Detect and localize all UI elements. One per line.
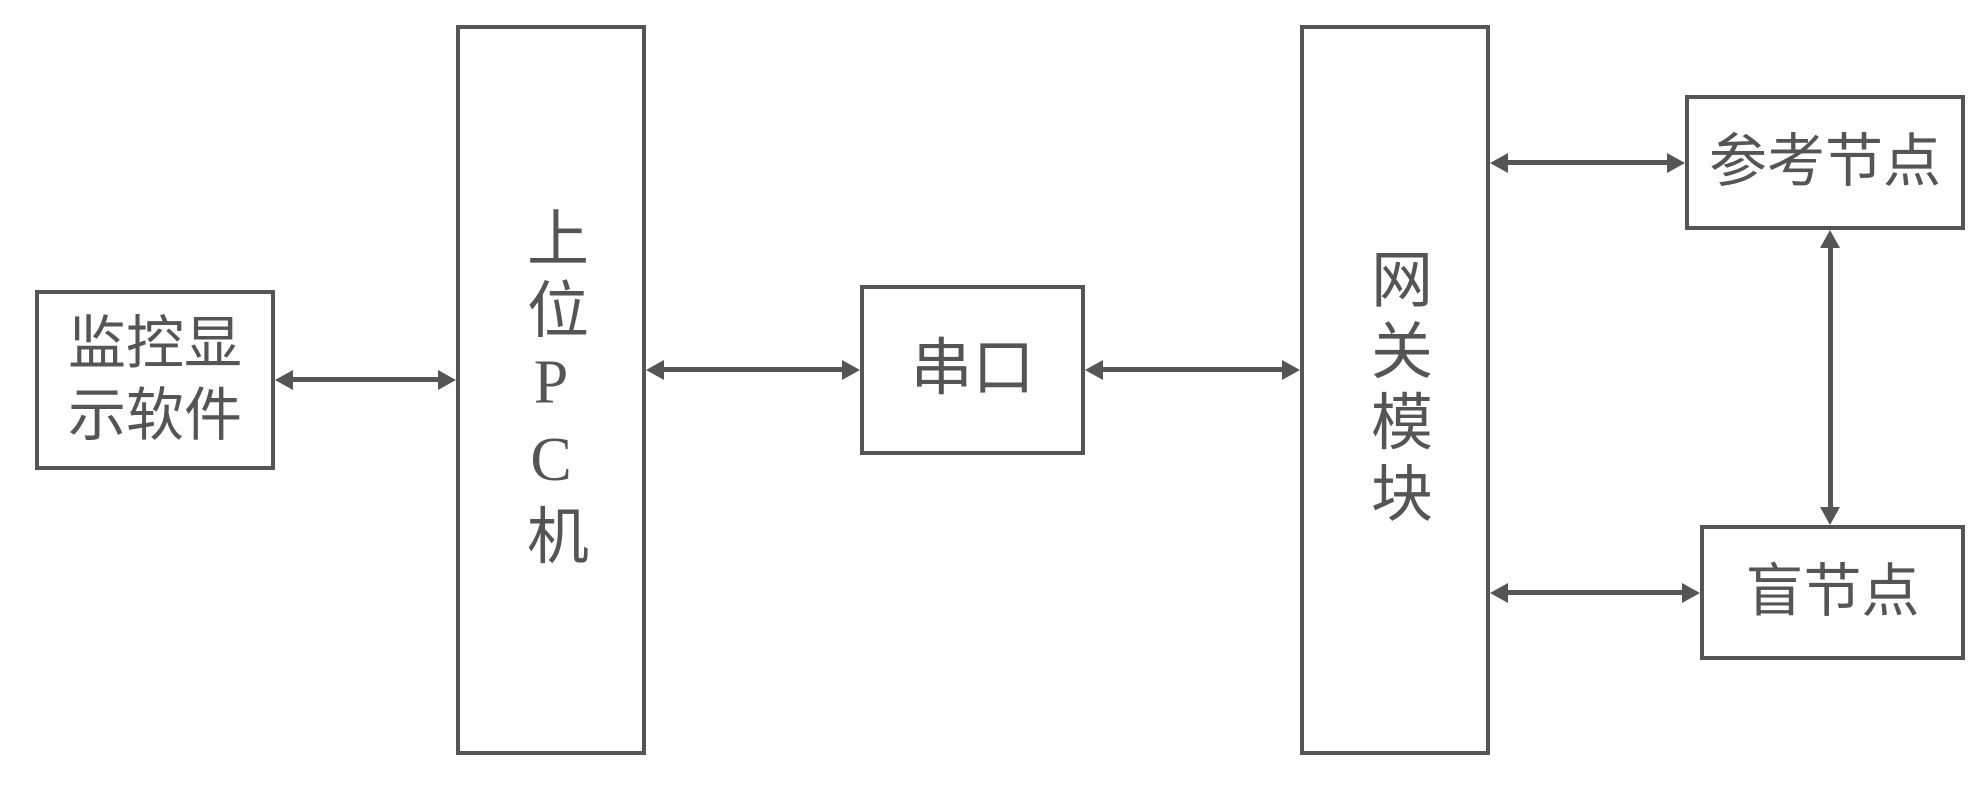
reference-node-label: 参考节点 <box>1709 126 1941 199</box>
blind-node-box: 盲节点 <box>1700 525 1965 660</box>
monitor-line2: 示软件 <box>68 383 242 448</box>
serial-port-box: 串口 <box>860 285 1085 455</box>
arrow-refnode-blindnode-top <box>1820 230 1840 248</box>
gateway-module-box: 网关模块 <box>1300 25 1490 755</box>
arrow-monitor-pc-right <box>438 370 456 390</box>
reference-node-box: 参考节点 <box>1685 95 1965 230</box>
arrow-gateway-refnode-right <box>1667 153 1685 173</box>
blind-node-label: 盲节点 <box>1745 556 1919 629</box>
arrow-serial-gateway-left <box>1085 360 1103 380</box>
arrow-monitor-pc-left <box>275 370 293 390</box>
arrow-refnode-blindnode <box>1828 248 1833 507</box>
serial-port-label: 串口 <box>910 331 1034 409</box>
gateway-module-label: 网关模块 <box>1350 247 1440 532</box>
arrow-gateway-blindnode <box>1508 590 1682 595</box>
arrow-pc-serial-right <box>842 360 860 380</box>
monitor-software-box: 监控显 示软件 <box>35 290 275 470</box>
arrow-serial-gateway-right <box>1282 360 1300 380</box>
arrow-pc-serial <box>664 367 842 372</box>
arrow-gateway-refnode-left <box>1490 153 1508 173</box>
arrow-gateway-refnode <box>1508 160 1667 165</box>
arrow-gateway-blindnode-right <box>1682 583 1700 603</box>
monitor-line1: 监控显 <box>68 311 242 376</box>
arrow-refnode-blindnode-bottom <box>1820 507 1840 525</box>
arrow-serial-gateway <box>1103 367 1282 372</box>
arrow-pc-serial-left <box>646 360 664 380</box>
host-pc-box: 上位PC机 <box>456 25 646 755</box>
host-pc-label: 上位PC机 <box>506 206 596 575</box>
arrow-monitor-pc <box>293 377 438 382</box>
arrow-gateway-blindnode-left <box>1490 583 1508 603</box>
monitor-software-label: 监控显 示软件 <box>68 308 242 453</box>
